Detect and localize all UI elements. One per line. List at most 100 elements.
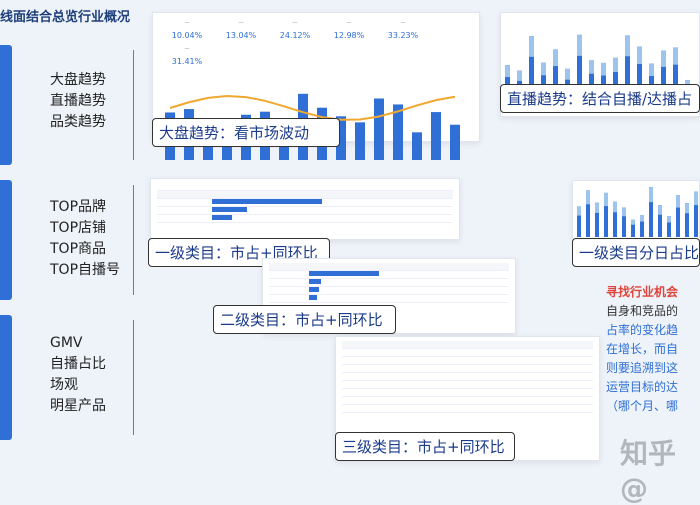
chart-bar-segment xyxy=(577,206,581,216)
chart-bar-segment xyxy=(595,202,599,213)
chart-bar xyxy=(393,104,403,160)
group-item: TOP品牌 xyxy=(50,199,107,215)
chart-bar-segment xyxy=(553,49,558,67)
chart-bar xyxy=(649,187,653,237)
chart-bar xyxy=(586,190,590,237)
insight-line: 则要追溯到这 xyxy=(606,361,679,375)
insight-line: （哪个月、哪 xyxy=(606,399,679,413)
chart-bar xyxy=(631,219,635,237)
group-item: 直播趋势 xyxy=(50,93,106,109)
chart-bar-segment xyxy=(586,190,590,205)
divider xyxy=(133,50,134,160)
chart-bar xyxy=(595,202,599,237)
divider xyxy=(133,320,134,435)
group-item: TOP店铺 xyxy=(50,220,107,236)
insight-line: 在增长，而自 xyxy=(606,342,679,356)
chart-bar xyxy=(673,47,678,105)
chart-bar-segment xyxy=(649,63,654,77)
daily-chart xyxy=(577,187,698,237)
chart-bar xyxy=(694,191,698,237)
callout-cat2: 二级类目：市占+同环比 xyxy=(213,305,396,334)
chart-bar-segment xyxy=(517,70,522,81)
chart-bar-segment xyxy=(589,60,594,74)
group-item: 大盘趋势 xyxy=(50,72,106,88)
chart-bar-segment xyxy=(694,191,698,206)
group-item: 场观 xyxy=(50,377,78,393)
group-top: TOP品牌 TOP店铺 TOP商品 TOP自播号 xyxy=(50,197,120,281)
chart-bar-segment xyxy=(541,62,546,76)
chart-bar-segment xyxy=(658,205,662,215)
chart-bar-segment xyxy=(667,216,671,223)
chart-bar xyxy=(661,50,666,105)
group-item: TOP自播号 xyxy=(50,262,121,278)
kpi-card: —33.23% xyxy=(387,20,419,40)
group-item: 品类趋势 xyxy=(50,114,106,130)
chart-bar-segment xyxy=(565,68,570,80)
kpi-card: —10.04% xyxy=(171,20,203,40)
group-metrics: GMV 自播占比 场观 明星产品 xyxy=(50,333,106,417)
chart-bar-segment xyxy=(505,65,510,78)
chart-bar xyxy=(577,34,582,105)
cat1-table xyxy=(150,178,460,240)
chart-bar-segment xyxy=(529,36,534,57)
group-item: 自播占比 xyxy=(50,356,106,372)
kpi-row: —10.04% —13.04% —24.12% —12.98% —33.23% —31.4… xyxy=(161,16,471,68)
chart-bar xyxy=(431,112,441,160)
chart-bar-segment xyxy=(601,62,606,76)
insight-heading: 寻找行业机会 xyxy=(606,285,679,299)
cat1-daily-chart xyxy=(572,180,700,240)
insight-text: 寻找行业机会 自身和竞品的 占率的变化趋 在增长，而自 则要追溯到这 运营目标的… xyxy=(606,283,678,416)
callout-live: 直播趋势：结合自播/达播占 xyxy=(500,84,700,113)
chart-bar xyxy=(374,98,384,160)
chart-bar xyxy=(625,35,630,105)
group-trends: 大盘趋势 直播趋势 品类趋势 xyxy=(50,70,106,133)
chart-bar xyxy=(577,206,581,237)
chart-bar-segment xyxy=(613,57,618,72)
insight-line: 自身和竞品的 xyxy=(606,304,679,318)
chart-bar xyxy=(589,60,594,105)
chart-bar-segment xyxy=(685,203,689,214)
chart-bar-segment xyxy=(649,187,653,203)
section-bar xyxy=(0,45,12,165)
chart-bar xyxy=(450,124,460,160)
chart-bar-segment xyxy=(637,46,642,65)
chart-bar xyxy=(541,62,546,105)
chart-bar xyxy=(604,192,608,237)
group-item: TOP商品 xyxy=(50,241,107,257)
chart-bar xyxy=(529,36,534,106)
live-chart xyxy=(505,34,690,106)
chart-bar-segment xyxy=(661,50,666,67)
group-item: GMV xyxy=(50,335,83,351)
chart-bar xyxy=(412,132,422,160)
insight-line: 占率的变化趋 xyxy=(606,323,679,337)
chart-bar-segment xyxy=(676,194,680,208)
chart-bar xyxy=(667,216,671,237)
chart-bar-segment xyxy=(625,35,630,57)
page-title: 线面结合总览行业概况 xyxy=(0,10,131,25)
chart-bar-segment xyxy=(613,201,617,213)
chart-bar-segment xyxy=(577,34,582,56)
callout-market: 大盘趋势：看市场波动 xyxy=(152,118,340,147)
kpi-card: —12.98% xyxy=(333,20,365,40)
watermark: 知乎 @ xyxy=(620,437,677,505)
chart-line xyxy=(169,95,456,121)
callout-cat3: 三级类目：市占+同环比 xyxy=(335,432,515,461)
chart-bar xyxy=(640,215,644,237)
chart-bar xyxy=(336,116,346,160)
chart-bar xyxy=(355,122,365,160)
callout-cat1-daily: 一级类目分日占比 xyxy=(572,238,700,267)
section-bar xyxy=(0,180,12,300)
insight-line: 运营目标的达 xyxy=(606,380,679,394)
group-item: 明星产品 xyxy=(50,398,106,414)
chart-bar-segment xyxy=(604,192,608,207)
chart-bar xyxy=(676,194,680,237)
chart-bar-segment xyxy=(631,219,635,225)
chart-bar xyxy=(613,57,618,105)
chart-bar xyxy=(658,205,662,237)
chart-bar-segment xyxy=(685,80,690,88)
kpi-card: —24.12% xyxy=(279,20,311,40)
chart-bar xyxy=(553,49,558,105)
divider xyxy=(133,185,134,295)
chart-bar-segment xyxy=(622,207,626,217)
chart-bar xyxy=(601,62,606,105)
